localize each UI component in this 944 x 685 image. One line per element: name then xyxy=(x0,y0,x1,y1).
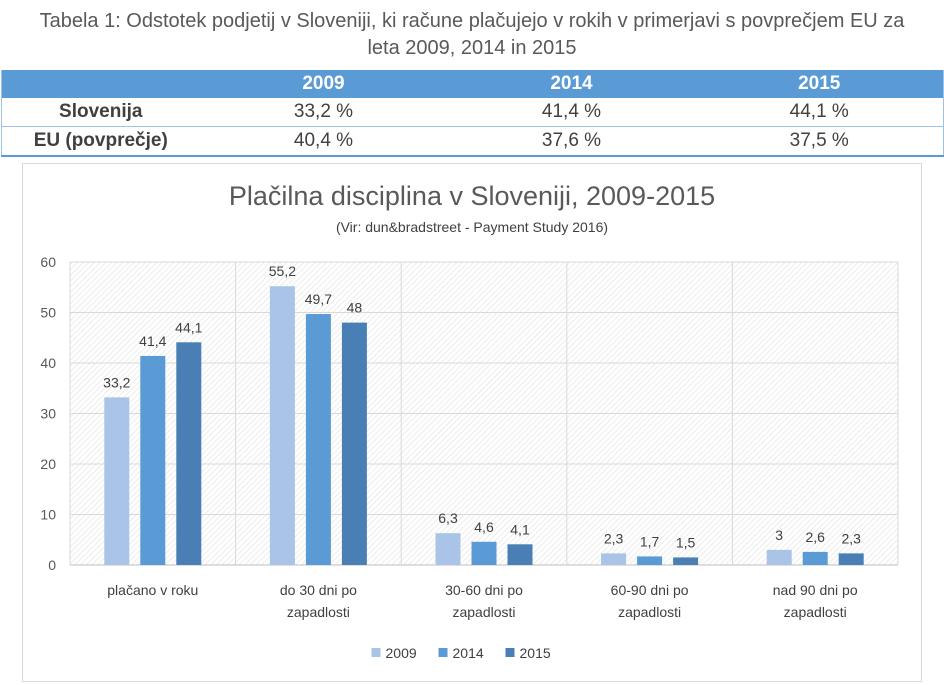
y-tick-label: 60 xyxy=(40,254,56,270)
axes: 0 10 20 30 40 50 60 plačano v roku do 30 dni po z… xyxy=(40,254,857,620)
x-tick-label: 30-60 dni po xyxy=(445,582,523,598)
x-tick-label: zapadlosti xyxy=(452,604,515,620)
table-cell: 33,2 % xyxy=(199,98,448,127)
y-tick-label: 30 xyxy=(40,406,56,422)
legend-swatch xyxy=(438,648,448,657)
summary-header-row: 2009 2014 2015 xyxy=(1,70,944,98)
bar xyxy=(766,549,792,565)
x-tick-label: zapadlosti xyxy=(784,604,847,620)
table-row: Slovenija 33,2 % 41,4 % 44,1 % xyxy=(1,98,944,127)
y-tick-label: 50 xyxy=(40,305,56,321)
bar xyxy=(435,533,461,565)
data-label: 2,3 xyxy=(841,530,861,546)
data-label: 33,2 xyxy=(103,374,130,390)
table-row: EU (povprečje) 40,4 % 37,6 % 37,5 % xyxy=(1,126,944,157)
y-tick-label: 40 xyxy=(40,355,56,371)
x-tick-label: do 30 dni po xyxy=(280,582,357,598)
x-tick-label: 60-90 dni po xyxy=(611,582,689,598)
data-label: 44,1 xyxy=(175,319,202,335)
data-label: 6,3 xyxy=(438,510,458,526)
data-label: 2,6 xyxy=(805,529,825,545)
data-label: 1,5 xyxy=(676,534,696,550)
legend: 2009 2014 2015 xyxy=(371,645,551,661)
summary-table: 2009 2014 2015 Slovenija 33,2 % 41,4 % 4… xyxy=(1,70,944,157)
data-label: 2,3 xyxy=(604,530,624,546)
bar xyxy=(176,342,202,565)
data-label: 1,7 xyxy=(640,533,660,549)
summary-header-cell: 2009 xyxy=(199,70,448,98)
table-cell: 40,4 % xyxy=(199,126,448,157)
data-label: 48 xyxy=(347,300,363,316)
row-label: Slovenija xyxy=(1,98,200,127)
y-tick-label: 20 xyxy=(40,456,56,472)
bar xyxy=(601,553,627,565)
y-tick-label: 0 xyxy=(48,557,56,573)
table-cell: 37,5 % xyxy=(695,126,944,157)
bar xyxy=(507,544,533,565)
bar xyxy=(104,397,130,565)
row-label: EU (povprečje) xyxy=(1,126,200,157)
bar xyxy=(673,557,699,565)
bar xyxy=(838,553,864,565)
data-label: 55,2 xyxy=(269,263,296,279)
bar xyxy=(140,355,166,565)
summary-header-cell: 2014 xyxy=(447,70,696,98)
data-label: 4,1 xyxy=(510,521,530,537)
caption-line-1: Tabela 1: Odstotek podjetij v Sloveniji,… xyxy=(39,10,905,32)
bars: 33,2 41,4 44,1 55,2 49,7 48 6,3 4,6 4,1 2,3 1,7 1,5… xyxy=(103,263,864,565)
bar xyxy=(802,551,828,565)
legend-label: 2015 xyxy=(520,645,551,661)
data-label: 41,4 xyxy=(139,333,166,349)
x-tick-label: plačano v roku xyxy=(107,582,198,598)
bar xyxy=(637,556,663,565)
summary-header-cell xyxy=(1,70,200,98)
bar xyxy=(305,314,331,565)
summary-header-cell: 2015 xyxy=(695,70,944,98)
x-tick-label: zapadlosti xyxy=(287,604,350,620)
chart-title: Plačilna disciplina v Sloveniji, 2009-20… xyxy=(229,181,715,211)
bar xyxy=(341,322,367,565)
data-label: 3 xyxy=(775,527,783,543)
legend-label: 2009 xyxy=(386,645,417,661)
x-tick-label: nad 90 dni po xyxy=(773,582,858,598)
table-cell: 44,1 % xyxy=(695,98,944,127)
y-tick-label: 10 xyxy=(40,507,56,523)
table-cell: 41,4 % xyxy=(447,98,696,127)
legend-swatch xyxy=(505,648,515,657)
bar xyxy=(471,541,497,565)
legend-label: 2014 xyxy=(453,645,484,661)
caption-line-2: leta 2009, 2014 in 2015 xyxy=(367,37,577,59)
legend-swatch xyxy=(371,648,381,657)
data-label: 49,7 xyxy=(305,291,332,307)
table-caption: Tabela 1: Odstotek podjetij v Sloveniji,… xyxy=(0,8,944,62)
bar xyxy=(269,286,295,565)
x-tick-label: zapadlosti xyxy=(618,604,681,620)
table-cell: 37,6 % xyxy=(447,126,696,157)
chart-subtitle: (Vir: dun&bradstreet - Payment Study 201… xyxy=(336,219,608,235)
data-label: 4,6 xyxy=(474,519,494,535)
